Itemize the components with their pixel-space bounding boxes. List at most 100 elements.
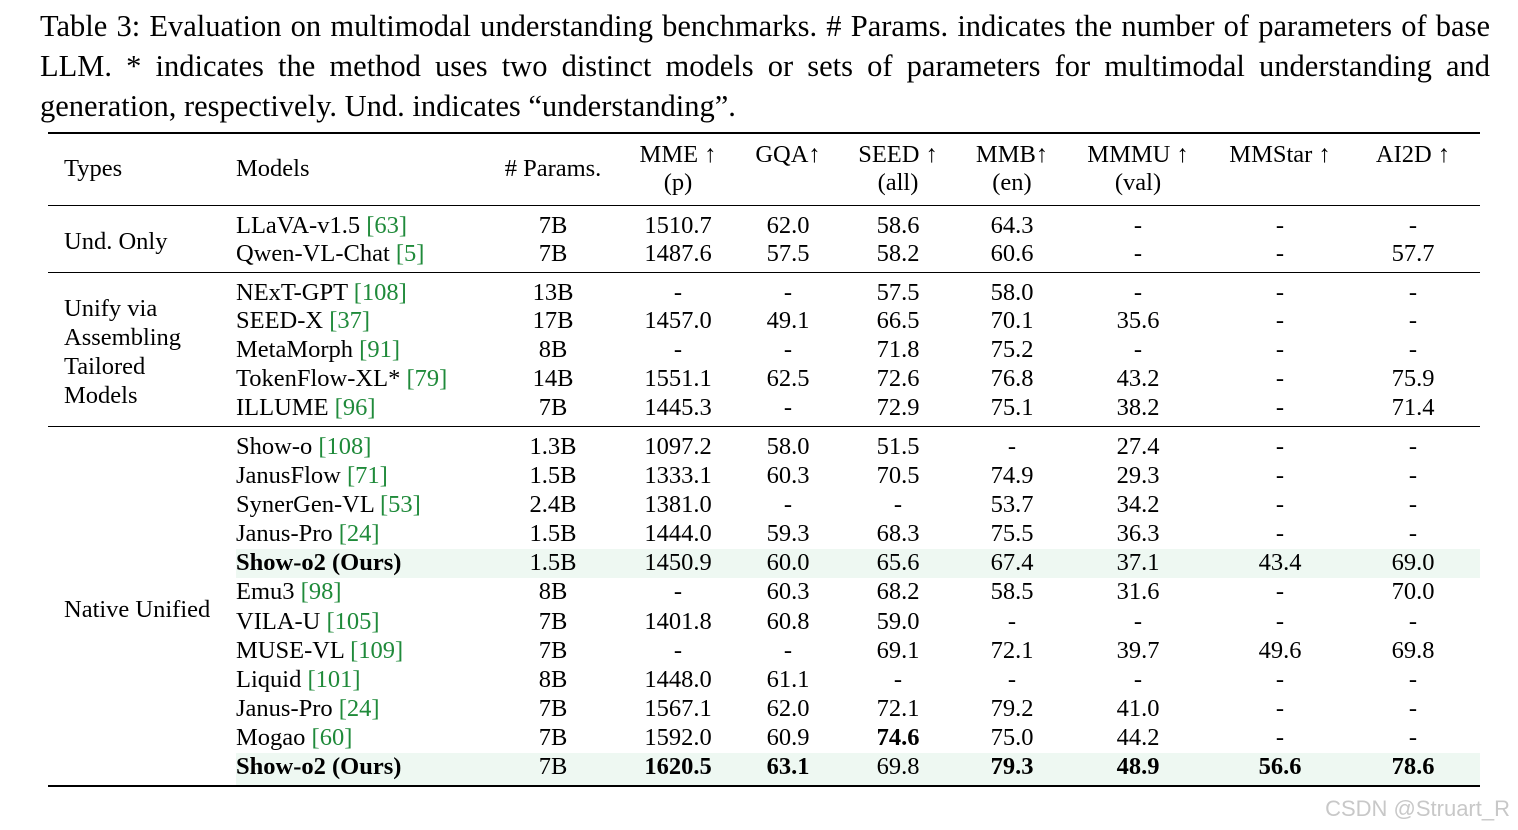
cell-mme: 1510.7 (644, 211, 712, 239)
model-cell: Liquid [101] (236, 665, 492, 694)
cell-params: 7B (538, 695, 568, 723)
cell-seed: 68.3 (876, 520, 920, 548)
cell-seed: 57.5 (876, 278, 920, 306)
cell-ai2d: - (1408, 695, 1418, 723)
cell-ai2d: - (1408, 520, 1418, 548)
citation-link[interactable]: [63] (366, 211, 408, 239)
cell-params: 7B (538, 239, 568, 267)
group-type-line: Unify via (64, 295, 158, 323)
cell-params: 1.5B (492, 548, 614, 578)
header-models: Models (236, 155, 310, 183)
results-table: Types Models # Params. MME ↑ (p) GQA↑ SEE… (48, 132, 1480, 787)
cell-mmb: 75.1 (990, 394, 1034, 422)
model-name: MUSE-VL (236, 636, 344, 664)
model-cell: NExT-GPT [108] (236, 272, 492, 307)
model-name: Emu3 (236, 578, 295, 606)
cell-params: 2.4B (529, 490, 577, 518)
model-name: MetaMorph (236, 336, 354, 364)
model-name: Liquid (236, 665, 302, 693)
cell-mme: 1457.0 (644, 307, 712, 335)
citation-link[interactable]: [105] (326, 607, 380, 635)
cell-mmmu: - (1133, 239, 1143, 267)
cell-mme: 1567.1 (644, 695, 712, 723)
cell-mmb: 64.3 (990, 211, 1034, 239)
model-name: Mogao (236, 724, 306, 752)
watermark: CSDN @Struart_R (1325, 796, 1510, 821)
cell-mme: 1448.0 (644, 665, 712, 693)
cell-ai2d: - (1408, 211, 1418, 239)
cell-mmb: 70.1 (990, 307, 1034, 335)
table-caption: Table 3: Evaluation on multimodal unders… (40, 9, 1490, 123)
citation-link[interactable]: [108] (353, 278, 407, 306)
citation-link[interactable]: [96] (334, 394, 376, 422)
cell-gqa: - (783, 636, 793, 664)
table-row: SEED-X [37] 17B 1457.0 49.1 66.5 70.1 35.6 - - (48, 307, 1480, 336)
cell-mmmu: 27.4 (1116, 433, 1160, 461)
group-type-line: Assembling (64, 324, 182, 352)
table-row: Show-o2 (Ours) 7B 1620.5 63.1 69.8 79.3 48.9 56… (48, 752, 1480, 786)
citation-link[interactable]: [108] (318, 433, 372, 461)
cell-mmmu: 36.3 (1116, 520, 1160, 548)
cell-seed: - (893, 490, 903, 518)
cell-mmb: 60.6 (990, 239, 1034, 267)
cell-gqa: - (783, 490, 793, 518)
cell-mmmu: 34.2 (1116, 490, 1160, 518)
cell-mmstar: - (1275, 520, 1285, 548)
cell-mme: 1592.0 (644, 724, 712, 752)
cell-mmstar: - (1275, 239, 1285, 267)
header-seed: SEED ↑ (all) (858, 141, 938, 197)
cell-params: 7B (538, 636, 568, 664)
cell-mmb: 75.0 (990, 724, 1034, 752)
cell-gqa: 61.1 (766, 665, 810, 693)
cell-mmb: 76.8 (990, 365, 1034, 393)
model-cell: MUSE-VL [109] (236, 636, 492, 665)
cell-mme: 1450.9 (614, 548, 742, 578)
header-mmmu: MMMU ↑ (val) (1087, 141, 1189, 197)
header-types: Types (64, 155, 123, 183)
citation-link[interactable]: [101] (307, 665, 361, 693)
model-cell: Show-o [108] (236, 427, 492, 462)
cell-mmb: 75.5 (990, 520, 1034, 548)
cell-params: 1.3B (529, 433, 577, 461)
citation-link[interactable]: [24] (338, 695, 380, 723)
citation-link[interactable]: [71] (346, 461, 388, 489)
model-name: VILA-U (236, 607, 321, 635)
cell-gqa: 59.3 (766, 520, 810, 548)
cell-mme: 1551.1 (644, 365, 712, 393)
cell-mmmu: 38.2 (1116, 394, 1160, 422)
model-cell: Show-o2 (Ours) (236, 548, 492, 578)
citation-link[interactable]: [98] (300, 578, 342, 606)
cell-params: 7B (492, 752, 614, 786)
citation-link[interactable]: [53] (380, 490, 421, 518)
cell-mmb: 75.2 (990, 336, 1034, 364)
cell-mmb: 74.9 (990, 461, 1034, 489)
model-cell: VILA-U [105] (236, 607, 492, 636)
cell-mme: 1445.3 (644, 394, 712, 422)
cell-ai2d: - (1408, 307, 1418, 335)
cell-seed: 69.1 (876, 636, 920, 664)
cell-ai2d: - (1408, 724, 1418, 752)
cell-gqa: 57.5 (766, 239, 810, 267)
cell-seed: 72.9 (876, 394, 920, 422)
group-type-label: Unify via Assembling Tailored Models (48, 272, 236, 427)
citation-link[interactable]: [24] (338, 520, 380, 548)
citation-link[interactable]: [60] (311, 724, 353, 752)
cell-params: 8B (538, 665, 568, 693)
header-mme: MME ↑ (p) (639, 141, 717, 197)
cell-params: 1.5B (529, 520, 577, 548)
cell-params: 14B (532, 365, 574, 393)
citation-link[interactable]: [109] (350, 636, 404, 664)
citation-link[interactable]: [37] (329, 307, 371, 335)
cell-gqa: 60.3 (766, 578, 810, 606)
cell-mmstar: - (1275, 433, 1285, 461)
citation-link[interactable]: [79] (406, 365, 448, 393)
model-name: Show-o (236, 433, 313, 461)
citation-link[interactable]: [91] (359, 336, 400, 364)
citation-link[interactable]: [5] (395, 239, 425, 267)
table-row: SynerGen-VL [53] 2.4B 1381.0 - - 53.7 34.2 - - (48, 490, 1480, 519)
model-name: SynerGen-VL (236, 490, 374, 518)
model-name: Janus-Pro (236, 695, 333, 723)
cell-ai2d: - (1408, 665, 1418, 693)
table-row: Und. Only LLaVA-v1.5 [63] 7B 1510.7 62.0 58.6… (48, 205, 1480, 255)
cell-mme: 1097.2 (644, 433, 712, 461)
